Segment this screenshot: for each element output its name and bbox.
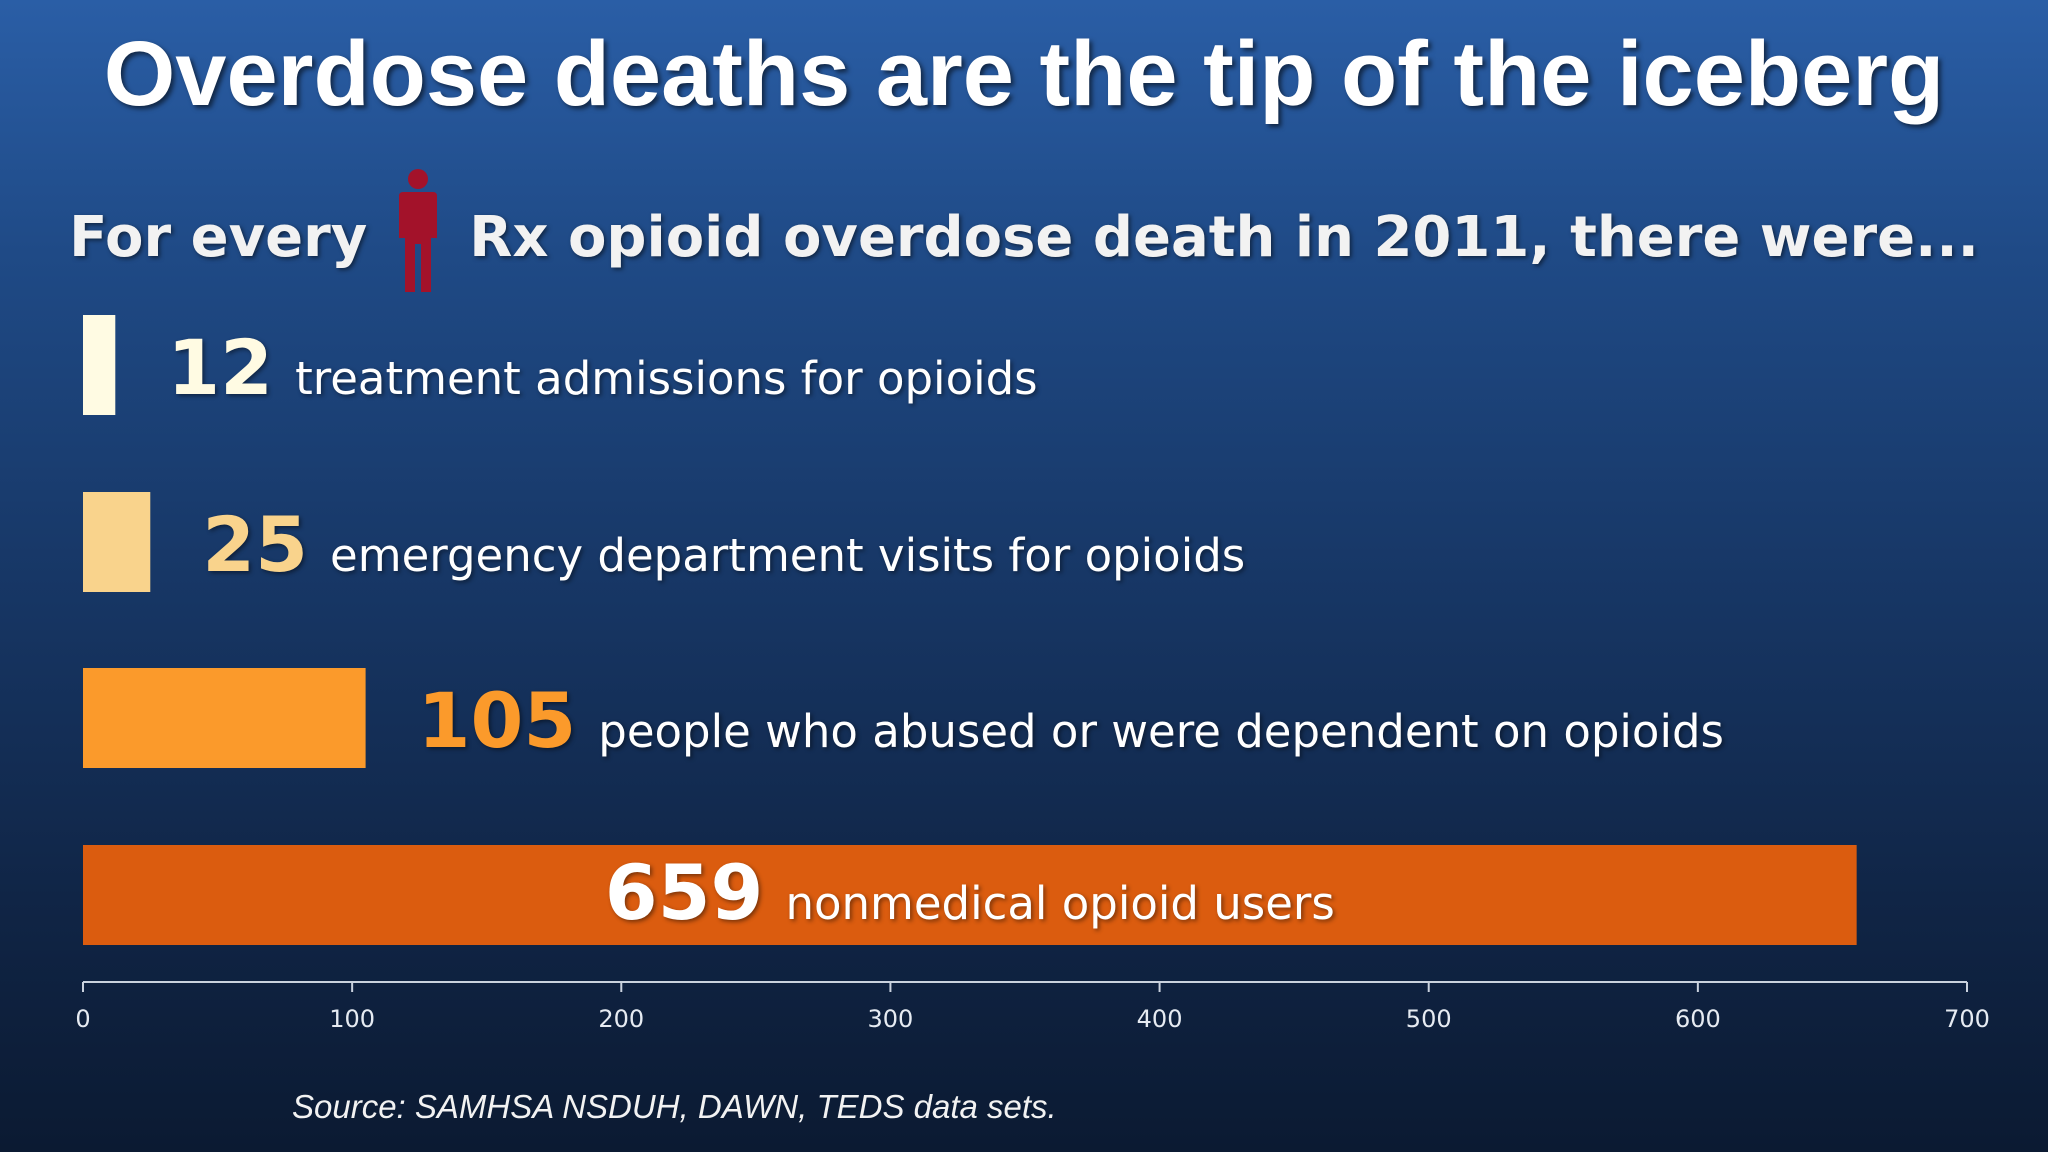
bar-label-row-3: 659 nonmedical opioid users bbox=[0, 848, 1940, 937]
bar-value-label: 105 bbox=[417, 676, 577, 765]
x-tick-label: 0 bbox=[75, 1005, 90, 1033]
bar-3 bbox=[83, 845, 1857, 945]
bar-value-label: 659 bbox=[604, 848, 764, 937]
x-tick-label: 600 bbox=[1675, 1005, 1721, 1033]
bar-value-label: 12 bbox=[167, 323, 274, 412]
page-title: Overdose deaths are the tip of the icebe… bbox=[103, 23, 1945, 125]
subtitle-lead: For every bbox=[69, 204, 368, 270]
x-tick-label: 500 bbox=[1406, 1005, 1452, 1033]
person-icon bbox=[397, 168, 439, 306]
bar-label-row-2: 105 people who abused or were dependent o… bbox=[418, 676, 1724, 765]
bar-value-label: 25 bbox=[202, 500, 309, 589]
x-tick-label: 300 bbox=[868, 1005, 914, 1033]
bar-0 bbox=[83, 315, 116, 415]
bar-label-row-1: 25 emergency department visits for opioid… bbox=[202, 500, 1245, 589]
bar-1 bbox=[83, 492, 151, 592]
bar-category-label: nonmedical opioid users bbox=[785, 877, 1335, 930]
x-tick-label: 100 bbox=[329, 1005, 375, 1033]
x-tick-label: 700 bbox=[1944, 1005, 1990, 1033]
bar-2 bbox=[83, 668, 366, 768]
source-note: Source: SAMHSA NSDUH, DAWN, TEDS data se… bbox=[292, 1088, 1057, 1125]
bar-category-label: people who abused or were dependent on o… bbox=[598, 705, 1724, 758]
x-tick-label: 200 bbox=[598, 1005, 644, 1033]
subtitle: For every Rx opioid overdose death in 20… bbox=[0, 168, 2048, 306]
bar-label-row-0: 12 treatment admissions for opioids bbox=[167, 323, 1037, 412]
subtitle-rest: Rx opioid overdose death in 2011, there … bbox=[469, 204, 1979, 270]
bar-category-label: treatment admissions for opioids bbox=[295, 352, 1038, 405]
bar-category-label: emergency department visits for opioids bbox=[330, 529, 1246, 582]
x-tick-label: 400 bbox=[1137, 1005, 1183, 1033]
